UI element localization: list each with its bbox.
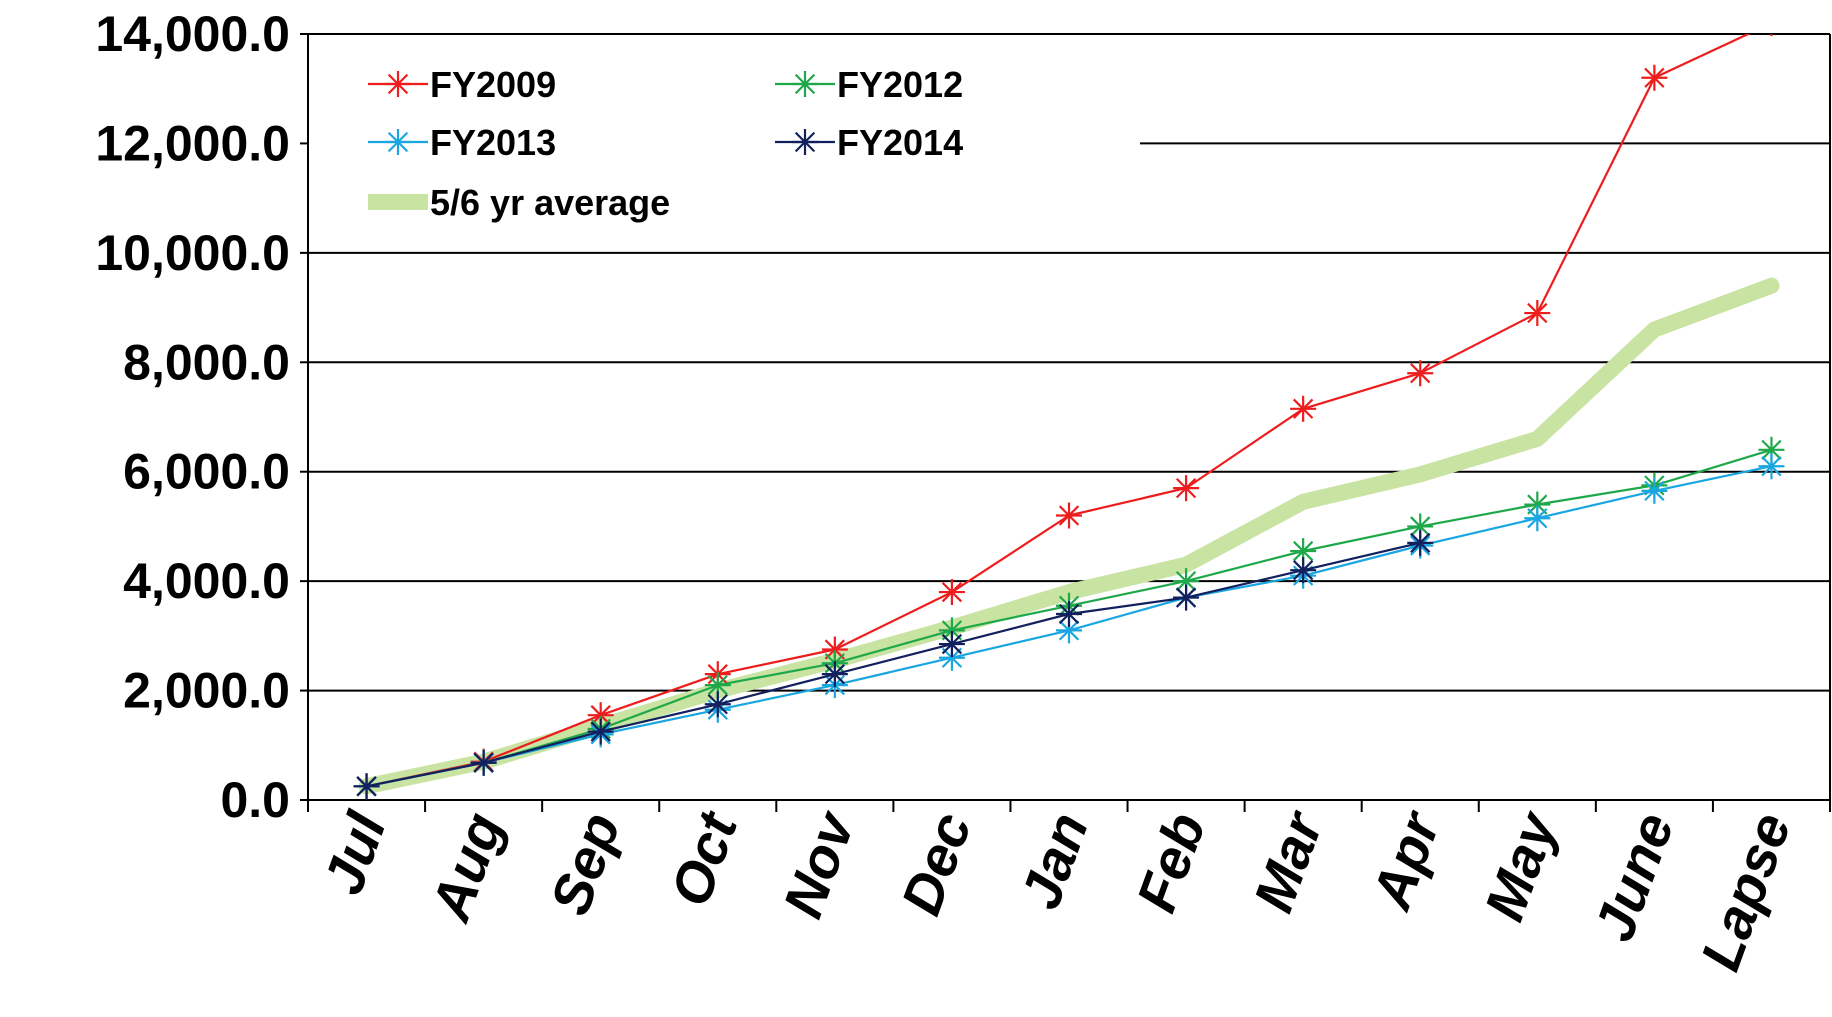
legend-label: 5/6 yr average — [430, 182, 670, 223]
x-tick-label: Nov — [771, 802, 867, 926]
series-lines — [353, 34, 1785, 800]
legend-label: FY2014 — [837, 122, 963, 163]
data-point-marker — [1407, 360, 1434, 387]
legend-label: FY2009 — [430, 64, 556, 105]
y-tick-label: 10,000.0 — [95, 225, 290, 281]
legend: FY2009 FY2012 FY2013 FY2014 5/6 yr average — [368, 64, 963, 223]
y-tick-label: 12,000.0 — [95, 115, 290, 171]
x-tick-label: Aug — [418, 805, 515, 931]
series-5-6-yr-average — [358, 277, 1780, 795]
series-line — [358, 277, 1780, 795]
data-point-marker — [353, 773, 380, 800]
x-tick-label: Dec — [889, 805, 983, 923]
legend-item: 5/6 yr average — [368, 182, 670, 223]
y-tick-label: 4,000.0 — [123, 553, 290, 609]
data-point-marker — [1173, 584, 1200, 611]
x-tick-label: Sep — [538, 805, 632, 923]
data-point-marker — [385, 71, 411, 97]
legend-label: FY2012 — [837, 64, 963, 105]
data-point-marker — [1641, 64, 1668, 91]
x-axis-tick-labels: Jul Aug Sep Oct Nov Dec Jan Feb Mar Apr May June Lap… — [311, 802, 1803, 979]
x-tick-label: Apr — [1359, 802, 1453, 919]
data-point-marker — [1641, 477, 1668, 504]
data-point-marker — [1524, 505, 1551, 532]
x-tick-label: Lapse — [1688, 805, 1803, 979]
data-point-marker — [704, 672, 731, 699]
x-tick-label: Oct — [658, 802, 750, 913]
gridlines — [308, 33, 1830, 692]
x-tick-label: Jan — [1008, 805, 1100, 917]
x-tick-label: June — [1582, 805, 1686, 949]
data-point-marker — [470, 749, 497, 776]
data-point-marker — [1056, 600, 1082, 627]
data-point-marker — [1524, 300, 1551, 327]
y-tick-label: 2,000.0 — [123, 663, 290, 719]
y-tick-label: 6,000.0 — [123, 444, 290, 500]
x-tick-label: Jul — [311, 803, 398, 902]
legend-item: FY2013 — [368, 122, 556, 163]
series-line — [365, 541, 1422, 788]
y-tick-label: 0.0 — [220, 772, 290, 828]
data-point-marker — [1173, 475, 1200, 502]
data-point-marker — [1056, 502, 1082, 529]
x-tick-label: May — [1472, 802, 1569, 929]
x-tick-label: Feb — [1124, 805, 1217, 920]
series-line — [365, 34, 1751, 788]
y-tick-label: 14,000.0 — [95, 6, 290, 62]
series-fy2014 — [353, 529, 1434, 800]
data-point-marker — [587, 718, 614, 745]
data-point-marker — [938, 631, 965, 658]
data-point-marker — [1758, 453, 1785, 480]
legend-label: FY2013 — [430, 122, 556, 163]
y-axis-tick-labels: 0.0 2,000.0 4,000.0 6,000.0 8,000.0 10,000.0 1… — [95, 6, 290, 828]
legend-item: FY2009 — [368, 64, 556, 105]
data-point-marker — [792, 71, 818, 97]
data-point-marker — [1770, 34, 1773, 37]
data-point-marker — [938, 579, 965, 606]
data-point-marker — [1407, 529, 1434, 556]
data-point-marker — [1290, 395, 1317, 422]
data-point-marker — [792, 129, 818, 155]
legend-item: FY2012 — [775, 64, 963, 105]
y-tick-label: 8,000.0 — [123, 334, 290, 390]
data-point-marker — [821, 661, 848, 688]
data-point-marker — [1290, 557, 1317, 584]
data-point-marker — [704, 691, 731, 718]
x-tick-label: Mar — [1241, 802, 1335, 920]
data-point-marker — [385, 129, 411, 155]
legend-item: FY2014 — [775, 122, 963, 163]
axes — [300, 33, 1831, 812]
